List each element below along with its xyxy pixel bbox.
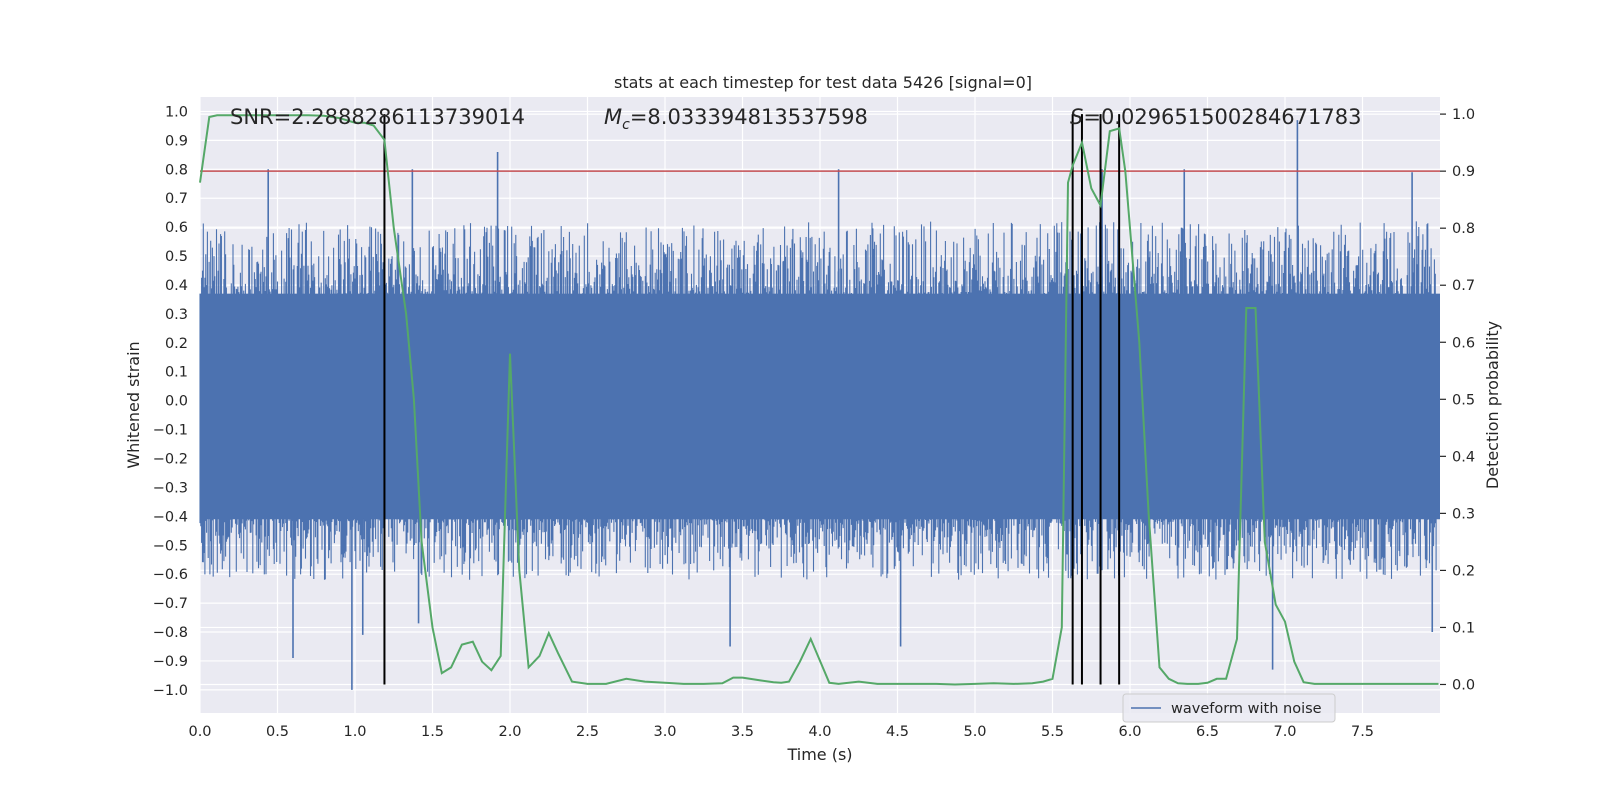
y-tick-right-label-10: 0.0	[1452, 677, 1475, 693]
y-tick-right-label-4: 0.6	[1452, 335, 1475, 351]
y-tick-left-label-17: −0.7	[153, 596, 188, 612]
legend-label-waveform: waveform with noise	[1171, 701, 1322, 717]
y-tick-left-label-10: 0.0	[165, 394, 188, 410]
snr-annotation: SNR=2.2888286113739014	[230, 105, 525, 129]
x-tick-label-1: 0.5	[266, 724, 289, 740]
y-axis-label-left: Whitened strain	[124, 341, 143, 468]
detection-probability-series	[199, 114, 1439, 686]
x-ticks: 0.0 0.5 1.0 1.5 2.0 2.5 3.0 3.5 4.0 4.5 5.0 5.5 6.0 6…	[188, 724, 1374, 740]
y-ticks-left: 1.0 0.9 0.8 0.7 0.6 0.5 0.4 0.3 0.2 0.1 0.0 −0.1 −0.…	[153, 104, 188, 698]
waveform-series	[199, 120, 1440, 690]
chirp-mass-annotation: Mc=8.033394813537598	[604, 105, 868, 133]
x-tick-label-9: 4.5	[886, 724, 909, 740]
y-tick-left-label-4: 0.6	[165, 220, 188, 236]
y-tick-left-label-16: −0.6	[153, 567, 188, 583]
x-tick-label-14: 7.0	[1273, 724, 1296, 740]
chirp-mass-symbol: M	[604, 105, 622, 129]
y-tick-left-label-2: 0.8	[165, 162, 188, 178]
y-tick-left-label-19: −0.9	[153, 654, 188, 670]
s-annotation: S=0.029651500284671783	[1070, 105, 1361, 129]
y-tick-left-label-8: 0.2	[165, 336, 188, 352]
x-axis-label: Time (s)	[786, 745, 852, 764]
y-tick-left-label-9: 0.1	[165, 365, 188, 381]
y-tick-left-label-1: 0.9	[165, 133, 188, 149]
y-tick-left-label-14: −0.4	[153, 509, 188, 525]
x-tick-label-15: 7.5	[1351, 724, 1374, 740]
y-tick-right-label-1: 0.9	[1452, 164, 1475, 180]
x-tick-label-11: 5.5	[1041, 724, 1064, 740]
chirp-mass-subscript: c	[622, 117, 630, 133]
y-ticks-right: 1.0 0.9 0.8 0.7 0.6 0.5 0.4 0.3 0.2 0.1 0.0	[1440, 107, 1475, 693]
chirp-mass-value: =8.033394813537598	[630, 105, 868, 129]
y-tick-left-label-6: 0.4	[165, 278, 188, 294]
x-tick-label-12: 6.0	[1118, 724, 1141, 740]
y-tick-left-label-5: 0.5	[165, 249, 188, 265]
s-value: =0.029651500284671783	[1083, 105, 1361, 129]
chart-title: stats at each timestep for test data 542…	[614, 73, 1032, 92]
x-tick-label-6: 3.0	[653, 724, 676, 740]
y-tick-left-label-12: −0.2	[153, 452, 188, 468]
y-tick-left-label-7: 0.3	[165, 307, 188, 323]
y-tick-right-label-2: 0.8	[1452, 221, 1475, 237]
y-tick-left-label-11: −0.1	[153, 423, 188, 439]
y-tick-left-label-13: −0.3	[153, 480, 188, 496]
y-tick-right-label-8: 0.2	[1452, 563, 1475, 579]
y-tick-left-label-18: −0.8	[153, 625, 188, 641]
y-tick-left-label-15: −0.5	[153, 538, 188, 554]
waveform-noise	[199, 221, 1437, 580]
x-tick-label-0: 0.0	[188, 724, 211, 740]
x-tick-label-13: 6.5	[1196, 724, 1219, 740]
x-tick-label-8: 4.0	[808, 724, 831, 740]
x-tick-label-10: 5.0	[963, 724, 986, 740]
y-tick-right-label-7: 0.3	[1452, 506, 1475, 522]
x-tick-label-2: 1.0	[343, 724, 366, 740]
y-tick-right-label-0: 1.0	[1452, 107, 1475, 123]
x-tick-label-7: 3.5	[731, 724, 754, 740]
s-symbol: S	[1070, 105, 1083, 129]
y-axis-label-right: Detection probability	[1483, 321, 1502, 489]
x-tick-label-3: 1.5	[421, 724, 444, 740]
y-tick-right-label-6: 0.4	[1452, 449, 1475, 465]
x-tick-label-4: 2.0	[498, 724, 521, 740]
y-tick-right-label-9: 0.1	[1452, 620, 1475, 636]
x-tick-label-5: 2.5	[576, 724, 599, 740]
detection-probability-line	[199, 114, 1439, 686]
legend: waveform with noise	[1122, 693, 1336, 723]
y-tick-right-label-3: 0.7	[1452, 278, 1475, 294]
y-tick-left-label-20: −1.0	[153, 683, 188, 699]
y-tick-left-label-0: 1.0	[165, 104, 188, 120]
legend-box	[1122, 693, 1336, 723]
y-tick-right-label-5: 0.5	[1452, 392, 1475, 408]
vertical-markers	[383, 114, 1121, 685]
y-tick-left-label-3: 0.7	[165, 191, 188, 207]
